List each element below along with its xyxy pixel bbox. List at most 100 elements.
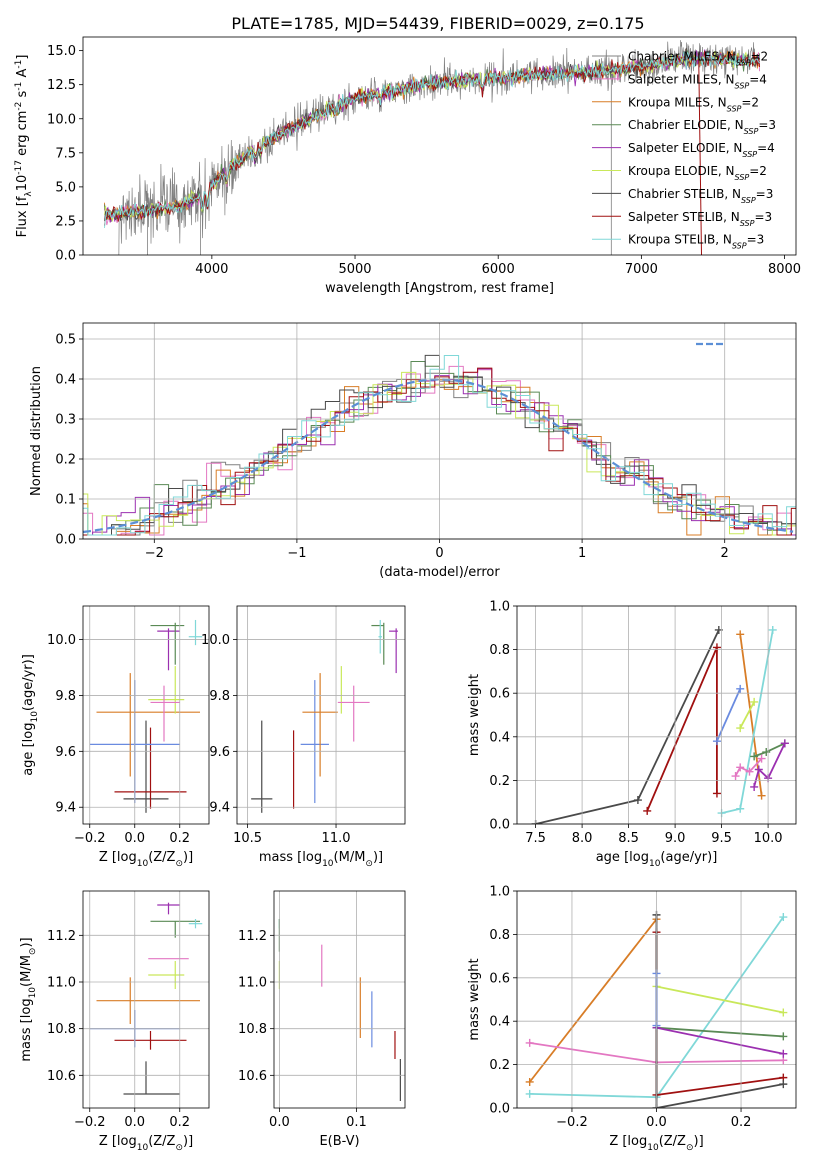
x-tick-label: 2	[721, 546, 729, 561]
y-tick-label: 0.0	[55, 533, 76, 548]
weight-marker	[731, 772, 740, 781]
x-axis-label: Z [log10(Z/Z⊙)]	[609, 1134, 703, 1153]
x-tick-label: 1	[578, 546, 586, 561]
weight-marker	[745, 767, 754, 776]
x-tick-label: 8000	[768, 262, 801, 277]
y-tick-label: 9.8	[209, 689, 230, 704]
legend-entry: Kroupa ELODIE, NSSP=2	[628, 164, 767, 182]
y-tick-label: 0.4	[489, 730, 510, 745]
figure-title: PLATE=1785, MJD=54439, FIBERID=0029, z=0…	[231, 14, 644, 33]
x-tick-label: −0.2	[74, 831, 106, 846]
x-tick-label: −2	[145, 546, 164, 561]
x-tick-label: 11.0	[322, 831, 351, 846]
weight-line-salpeter-elodie	[753, 742, 786, 788]
axes-frame	[516, 605, 797, 825]
x-tick-label: −0.2	[556, 1115, 588, 1130]
weight-marker	[762, 748, 771, 757]
x-tick-label: 9.0	[665, 831, 686, 846]
weight-marker	[750, 782, 759, 791]
y-tick-label: 0.6	[489, 687, 510, 702]
y-tick-label: 15.0	[47, 44, 76, 59]
x-tick-label: 0.0	[124, 831, 145, 846]
weight-marker	[736, 630, 745, 639]
weight-marker	[779, 913, 788, 922]
x-axis-label: wavelength [Angstrom, rest frame]	[325, 281, 554, 296]
axes-frame	[236, 605, 406, 825]
weight-line-extra_blue	[716, 688, 742, 742]
axes-frame	[82, 36, 797, 256]
y-tick-label: 10.0	[47, 112, 76, 127]
y-tick-label: 5.0	[55, 180, 76, 195]
x-tick-label: 0.1	[346, 1115, 367, 1130]
histogram-kroupa-stelib	[83, 355, 796, 536]
normal-curve	[83, 378, 794, 534]
y-tick-label: 0.8	[489, 928, 510, 943]
x-tick-label: 0.2	[169, 831, 190, 846]
y-tick-label: 0.4	[489, 1015, 510, 1030]
axes-spectrum: 4000 5000 6000 7000 8000 0.0 2.5 5.0 7.5 10.0 12.5…	[14, 36, 801, 296]
axes-frame	[273, 890, 406, 1109]
y-tick-label: 10.8	[47, 1022, 76, 1037]
plot-area	[251, 619, 398, 813]
weight-marker	[525, 1077, 534, 1086]
weight-marker	[633, 796, 642, 805]
weight-line-chabrier-elodie	[656, 1026, 784, 1038]
x-tick-label: 0	[435, 546, 443, 561]
y-tick-label: 0.2	[55, 453, 76, 468]
y-axis-label: Flux [fλ10-17 erg cm-2 s-1 A-1]	[14, 55, 34, 238]
x-tick-label: 4000	[195, 262, 228, 277]
plot-area	[104, 40, 761, 255]
x-tick-label: 5000	[338, 262, 371, 277]
y-axis-label: age [log10(age/yr)]	[21, 654, 40, 776]
weight-marker	[525, 1089, 534, 1098]
weight-marker	[750, 697, 759, 706]
y-tick-label: 0.0	[489, 818, 510, 833]
axes-weights_vs_Z: −0.2 0.0 0.2 0.0 0.2 0.4 0.6 0.8 1.0 Z [log10(Z/Z…	[467, 885, 797, 1153]
y-axis-label: Normed distribution	[29, 366, 44, 496]
y-tick-label: 0.5	[55, 333, 76, 348]
legend-entry: Kroupa MILES, NSSP=2	[628, 95, 759, 113]
weight-marker	[712, 643, 721, 652]
y-tick-label: 0.2	[489, 774, 510, 789]
x-tick-label: 8.5	[618, 831, 639, 846]
x-tick-label: 6000	[482, 262, 515, 277]
weight-marker	[736, 684, 745, 693]
weight-marker	[525, 1038, 534, 1047]
legend-entry: Chabrier STELIB, NSSP=3	[628, 187, 773, 205]
x-tick-label: 0.0	[124, 1115, 145, 1130]
y-tick-label: 1.0	[489, 600, 510, 615]
legend-entry: Kroupa STELIB, NSSP=3	[628, 233, 764, 251]
weight-marker	[754, 765, 763, 774]
weight-line-kroupa-elodie	[656, 985, 784, 1014]
weight-marker	[768, 625, 777, 634]
y-tick-label: 2.5	[55, 214, 76, 229]
x-axis-label: Z [log10(Z/Z⊙)]	[99, 1134, 193, 1153]
weight-line-kroupa-miles	[528, 918, 658, 1083]
y-tick-label: 1.0	[489, 885, 510, 900]
x-tick-label: 9.5	[711, 831, 732, 846]
axes-frame	[516, 890, 797, 1109]
x-axis-label: Z [log10(Z/Z⊙)]	[99, 850, 193, 869]
x-tick-label: 7.5	[525, 831, 546, 846]
x-tick-label: −0.2	[74, 1115, 106, 1130]
y-tick-label: 7.5	[55, 146, 76, 161]
axes-frame	[82, 890, 210, 1109]
axes-frame	[82, 605, 210, 825]
y-tick-label: 11.0	[238, 976, 267, 991]
weight-marker	[712, 737, 721, 746]
axes-residuals: −2 −1 0 1 2 0.0 0.1 0.2 0.3 0.4 0.5 (data-model)/er…	[29, 322, 797, 580]
axes-mass_vs_ebv: 0.0 0.1 10.6 10.8 11.0 11.2 E(B-V)	[238, 890, 406, 1149]
legend-entry: Chabrier MILES, NSSP=2	[628, 50, 768, 68]
y-tick-label: 9.4	[209, 801, 230, 816]
weight-marker	[779, 1008, 788, 1017]
y-tick-label: 10.6	[47, 1069, 76, 1084]
weight-marker	[780, 739, 789, 748]
y-tick-label: 0.3	[55, 413, 76, 428]
y-tick-label: 9.8	[55, 689, 76, 704]
x-tick-label: 8.0	[572, 831, 593, 846]
x-tick-label: 10.5	[233, 831, 262, 846]
y-tick-label: 0.8	[489, 643, 510, 658]
y-tick-label: 0.2	[489, 1058, 510, 1073]
weight-line-kroupa-elodie	[739, 701, 755, 729]
x-tick-label: 0.2	[169, 1115, 190, 1130]
